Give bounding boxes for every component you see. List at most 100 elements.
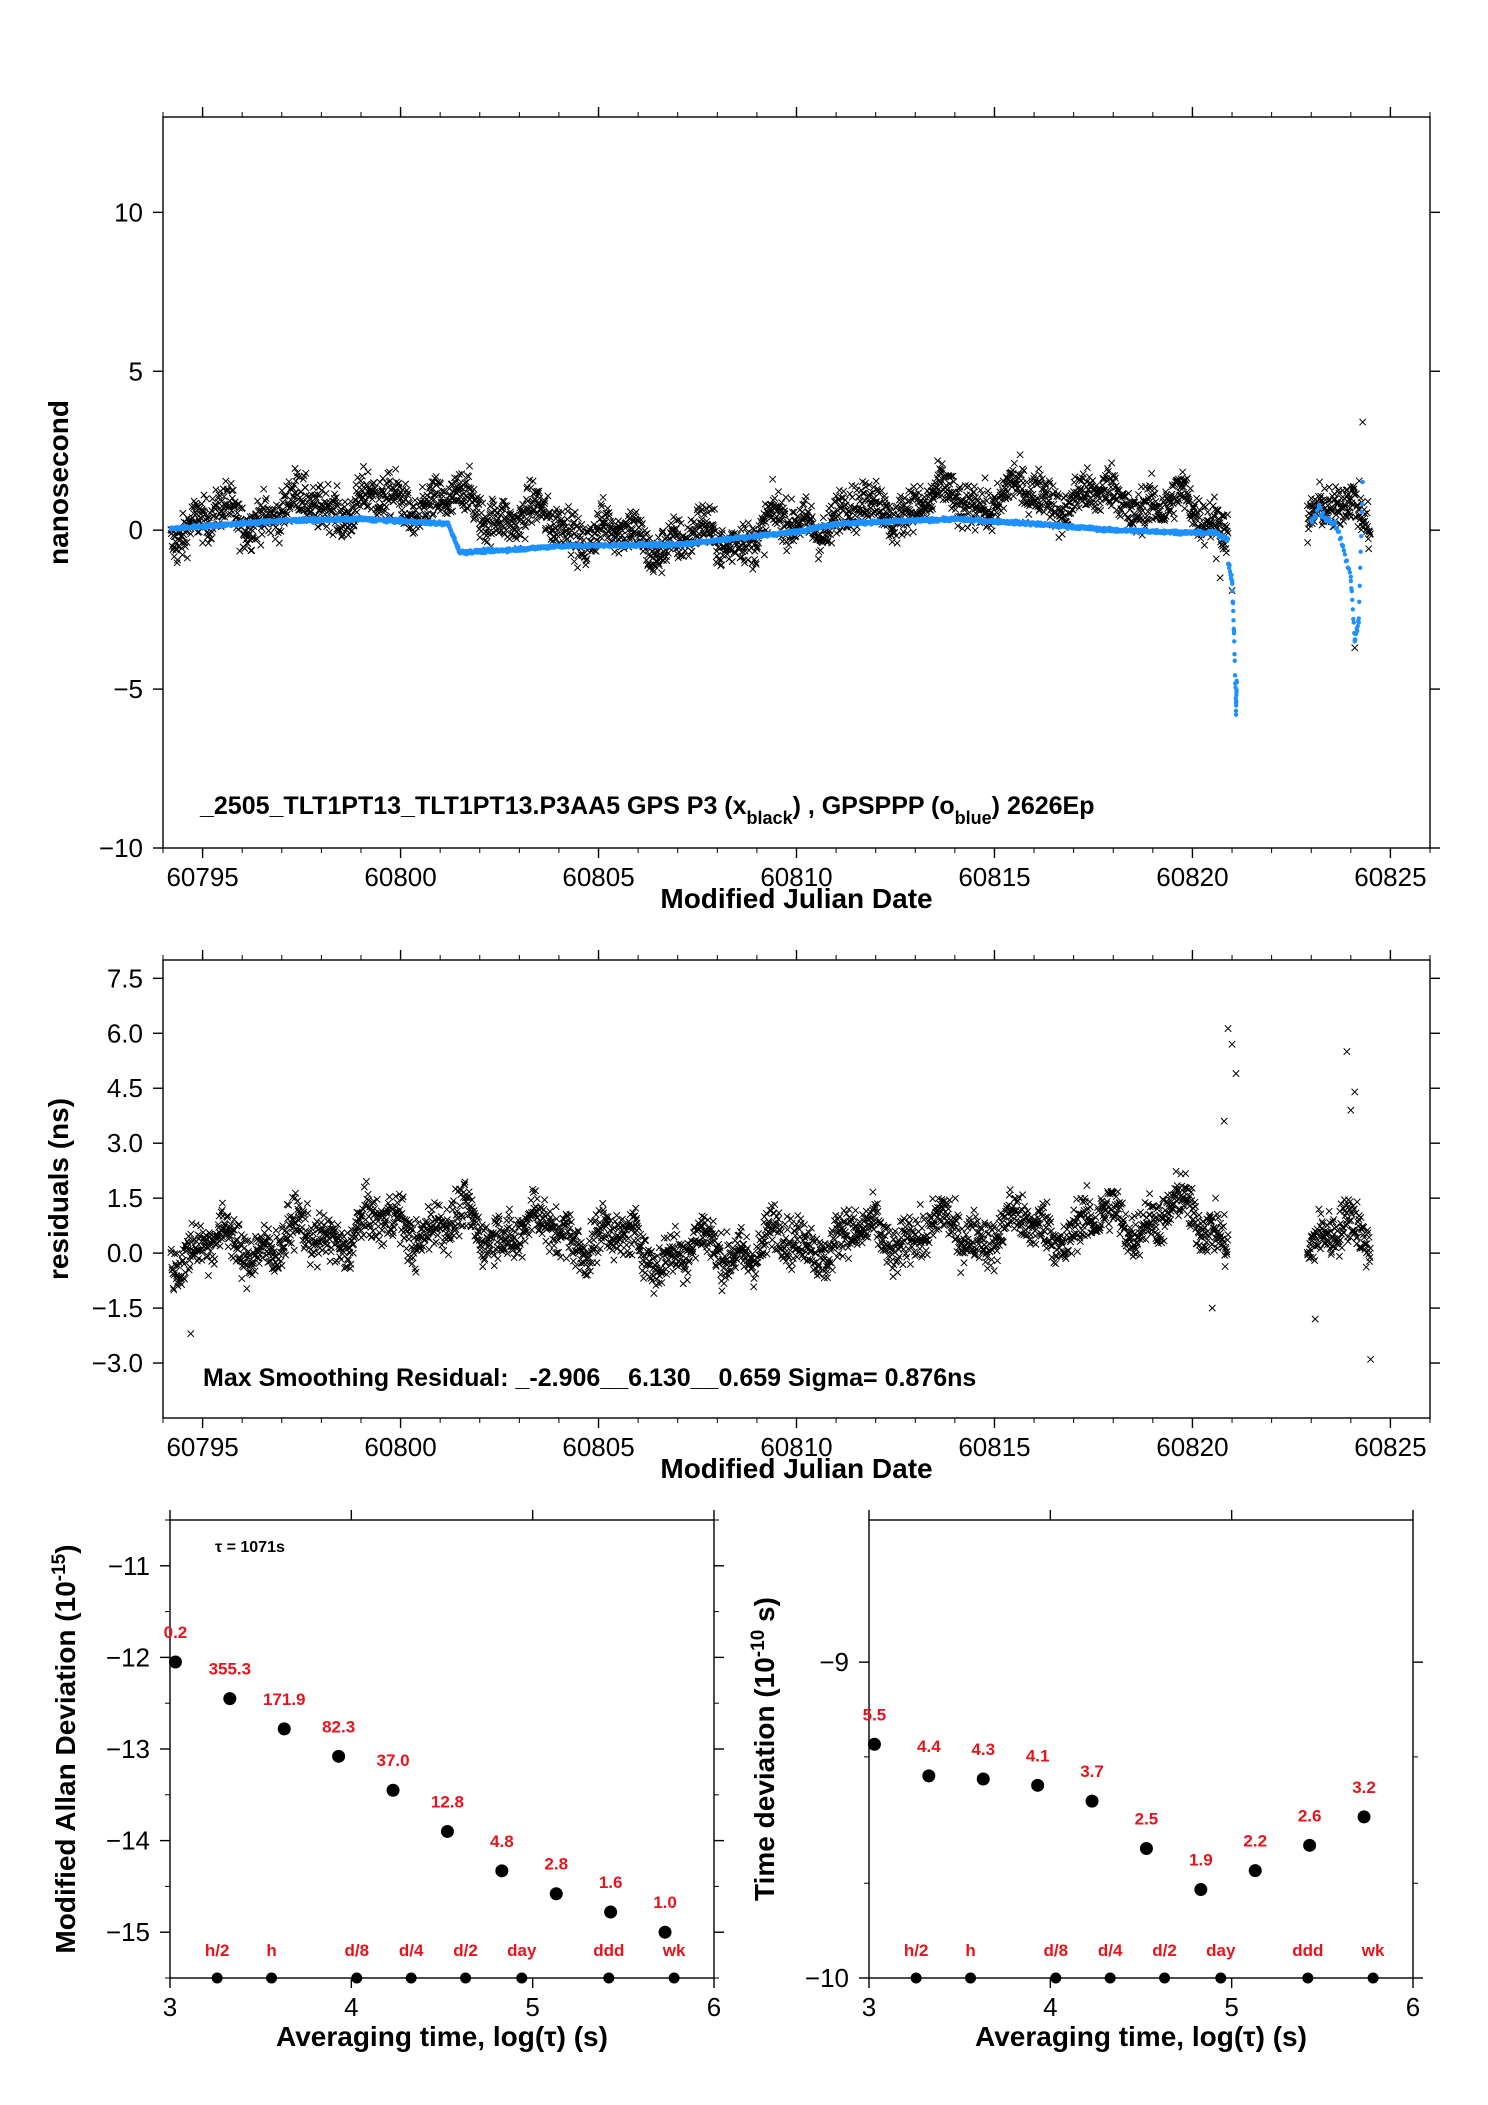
- data-point: [859, 489, 867, 497]
- data-point: [1363, 509, 1371, 517]
- data-point: [286, 505, 294, 513]
- data-point: [427, 501, 435, 509]
- data-point: [429, 511, 437, 519]
- data-point: [1023, 478, 1031, 486]
- data-point: [448, 480, 456, 488]
- data-point: [523, 485, 531, 493]
- data-point: [872, 477, 880, 485]
- data-point: [1216, 574, 1224, 582]
- data-point: [541, 526, 549, 534]
- data-point: [192, 499, 200, 507]
- data-point: [291, 464, 299, 473]
- data-point: [293, 469, 302, 477]
- data-point: [378, 487, 387, 495]
- data-point: [306, 494, 314, 503]
- data-point: [316, 491, 324, 499]
- data-point: [288, 500, 296, 508]
- data-point: [445, 485, 453, 493]
- data-point: [1181, 504, 1189, 513]
- data-point: [380, 508, 388, 517]
- data-point: [258, 530, 266, 538]
- data-point: [201, 515, 209, 523]
- data-point: [458, 470, 466, 478]
- data-point: [411, 528, 419, 536]
- data-point: [477, 494, 485, 502]
- x-tick-label: 60805: [562, 862, 634, 892]
- data-point: [533, 516, 541, 524]
- data-point: [407, 524, 415, 532]
- data-point: [325, 528, 333, 537]
- data-point: [533, 487, 541, 495]
- data-point: [570, 557, 578, 566]
- data-point: [760, 551, 768, 559]
- data-point: [1083, 464, 1091, 472]
- data-point: [348, 527, 356, 535]
- data-point: [187, 530, 195, 538]
- data-point: [1108, 459, 1116, 467]
- x-axis-title: Modified Julian Date: [660, 883, 932, 914]
- y-tick-label: −5: [113, 674, 143, 704]
- data-point: [173, 559, 181, 567]
- data-point: [301, 484, 309, 492]
- data-point: [728, 558, 736, 566]
- data-point: [485, 518, 493, 526]
- data-point: [212, 501, 220, 510]
- data-point: [176, 536, 184, 544]
- x-tick-label: 60795: [166, 862, 238, 892]
- data-point: [335, 525, 343, 533]
- data-point: [535, 487, 543, 495]
- data-point: [183, 554, 191, 562]
- data-point: [1049, 482, 1057, 490]
- data-point: [382, 503, 390, 511]
- data-point: [227, 507, 236, 515]
- data-point: [517, 531, 525, 539]
- data-point: [332, 493, 340, 502]
- data-point: [324, 480, 332, 488]
- plot-top: 60795 60800 60805 60810 60815 60820 60825−10−5…: [43, 107, 1440, 914]
- data-point: [364, 468, 372, 476]
- data-point: [349, 502, 357, 510]
- data-point: [322, 489, 330, 497]
- data-point: [783, 547, 791, 555]
- data-point: [296, 494, 304, 502]
- data-point: [528, 519, 536, 527]
- data-point: [207, 535, 215, 543]
- data-point: [534, 489, 542, 497]
- data-point: [262, 494, 270, 502]
- data-point: [222, 477, 230, 485]
- data-point: [199, 539, 207, 547]
- data-point: [241, 545, 249, 553]
- data-point: [405, 524, 413, 532]
- data-point: [541, 497, 549, 505]
- data-point: [529, 477, 537, 485]
- data-point: [318, 486, 326, 494]
- data-point: [893, 539, 901, 547]
- data-point: [363, 503, 371, 511]
- data-point: [512, 535, 521, 543]
- data-point: [271, 505, 279, 514]
- data-point: [1179, 468, 1187, 476]
- data-point: [447, 508, 455, 516]
- data-point: [888, 538, 896, 546]
- data-point: [282, 492, 290, 500]
- data-point: [284, 499, 292, 507]
- plot-frame: [162, 116, 1431, 849]
- x-tick-label: 60820: [1156, 862, 1228, 892]
- series-black-x: [167, 418, 1374, 652]
- data-point: [1304, 525, 1313, 533]
- data-point: [395, 483, 403, 491]
- data-point: [246, 513, 254, 521]
- y-tick-label: −10: [99, 833, 143, 863]
- data-point: [449, 507, 457, 515]
- data-point: [386, 477, 394, 485]
- data-point: [279, 498, 287, 506]
- data-point: [191, 508, 199, 516]
- data-point: [463, 478, 471, 486]
- data-point: [503, 502, 511, 510]
- data-point: [988, 527, 996, 535]
- data-point: [1321, 485, 1329, 493]
- data-point: [359, 462, 368, 470]
- data-point: [429, 510, 437, 518]
- data-point: [412, 512, 420, 520]
